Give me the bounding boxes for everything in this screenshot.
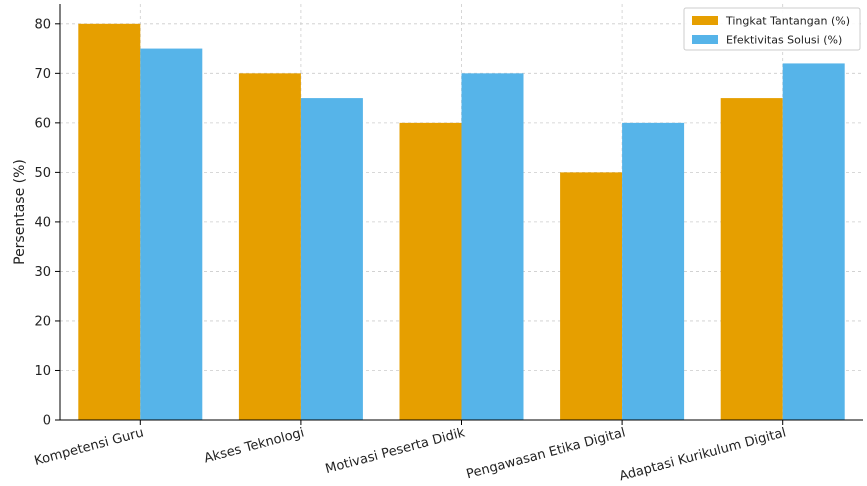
bar-efektivitas-solusi	[140, 48, 203, 420]
bar-efektivitas-solusi	[622, 122, 685, 420]
x-tick-label: Motivasi Peserta Didik	[324, 425, 467, 477]
legend-box	[683, 7, 861, 51]
x-tick-label: Kompetensi Guru	[33, 425, 146, 469]
x-tick-label: Adaptasi Kurikulum Digital	[618, 425, 788, 484]
y-tick-label: 30	[34, 265, 51, 280]
y-tick-label: 0	[43, 414, 51, 429]
bar-tingkat-tantangan	[560, 172, 623, 420]
bar-tingkat-tantangan	[399, 122, 462, 420]
x-tick-label: Pengawasan Etika Digital	[465, 425, 627, 482]
bar-efektivitas-solusi	[782, 63, 845, 421]
y-tick-label: 40	[34, 215, 51, 230]
bars	[78, 23, 845, 421]
x-tick-label: Akses Teknologi	[203, 425, 306, 466]
y-tick-label: 10	[34, 364, 51, 379]
y-tick-label: 50	[34, 166, 51, 181]
y-tick-label: 80	[34, 17, 51, 32]
y-axis-title: Persentase (%)	[12, 159, 28, 265]
legend-swatch	[692, 35, 718, 44]
y-tick-label: 60	[34, 116, 51, 131]
legend-label: Tingkat Tantangan (%)	[725, 15, 850, 28]
bar-tingkat-tantangan	[720, 98, 783, 420]
bar-efektivitas-solusi	[300, 98, 363, 420]
legend-label: Efektivitas Solusi (%)	[726, 34, 842, 47]
bar-tingkat-tantangan	[78, 23, 141, 421]
y-tick-label: 70	[34, 67, 51, 82]
bar-tingkat-tantangan	[238, 73, 301, 420]
bar-efektivitas-solusi	[461, 73, 524, 420]
y-tick-label: 20	[34, 314, 51, 329]
legend-swatch	[692, 16, 718, 25]
legend: Tingkat Tantangan (%) Efektivitas Solusi …	[683, 7, 861, 51]
